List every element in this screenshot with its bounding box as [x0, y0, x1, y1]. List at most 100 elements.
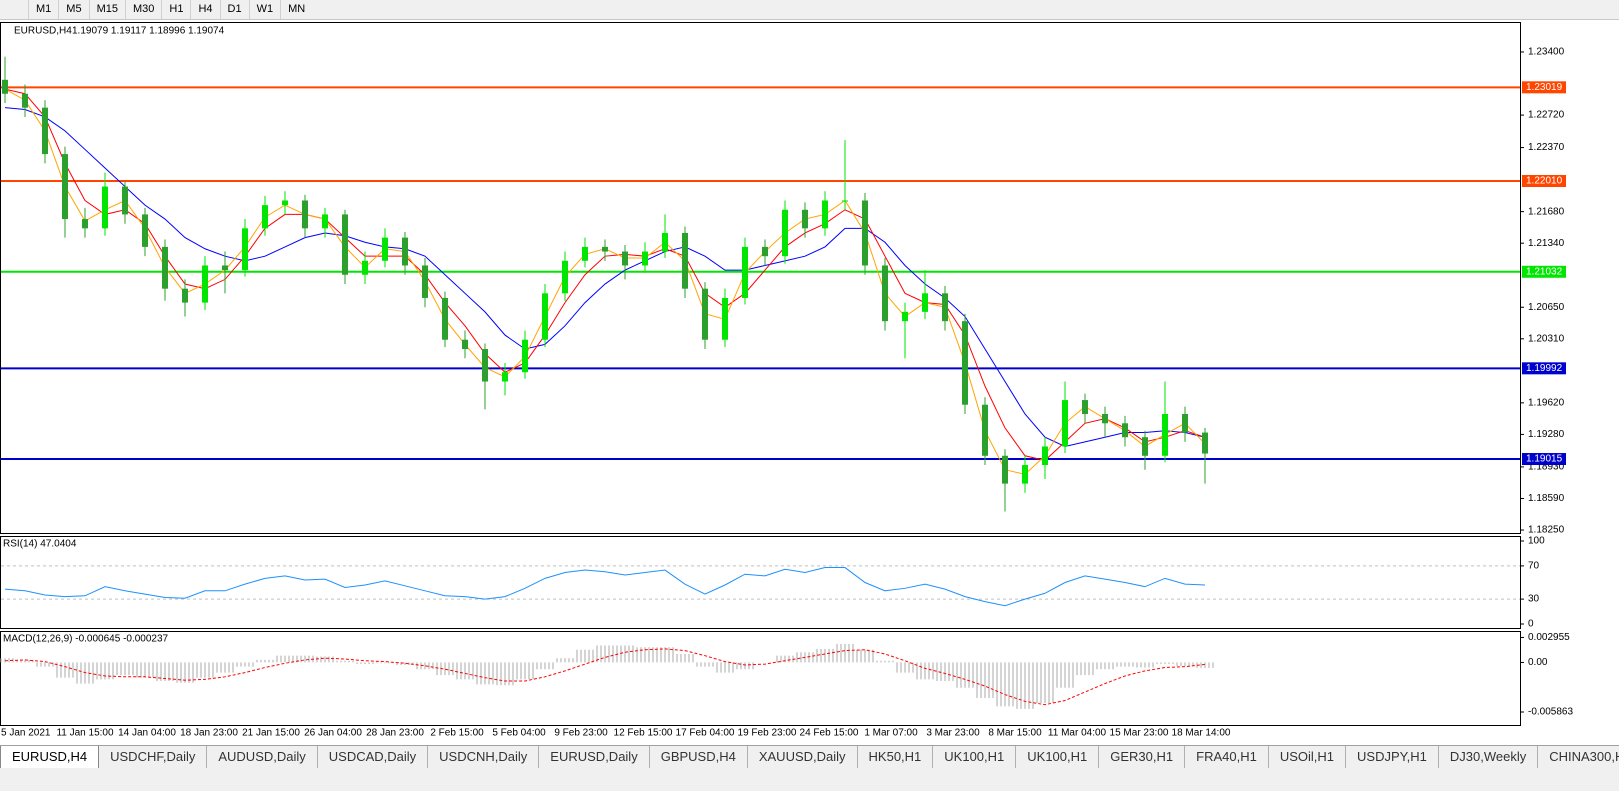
candle-body — [1142, 437, 1148, 456]
y-tick-label: -0.005863 — [1528, 707, 1573, 718]
chart-tab[interactable]: DJ30,Weekly — [1439, 746, 1539, 769]
chart-tab[interactable]: GER30,H1 — [1099, 746, 1186, 769]
chart-tab[interactable]: EURUSD,Daily — [539, 746, 650, 769]
level-box — [1522, 81, 1566, 94]
candle-body — [882, 265, 888, 322]
x-tick-label: 15 Mar 23:00 — [1110, 728, 1169, 739]
x-tick-label: 18 Mar 14:00 — [1172, 728, 1231, 739]
candle-body — [122, 186, 128, 215]
y-tick-label: 30 — [1528, 594, 1540, 605]
candle-body — [442, 297, 448, 340]
timeframe-button[interactable]: M1 — [28, 0, 58, 19]
candle-body — [402, 237, 408, 266]
x-tick-label: 21 Jan 15:00 — [242, 728, 300, 739]
chart-tab[interactable]: GBPUSD,H4 — [650, 746, 748, 769]
timeframe-button[interactable]: H4 — [190, 0, 219, 19]
candle-body — [1002, 455, 1008, 484]
candle-body — [662, 232, 668, 252]
timeframe-button[interactable]: D1 — [219, 0, 249, 19]
chart-tab[interactable]: XAUUSD,Daily — [748, 746, 858, 769]
candle-body — [862, 200, 868, 266]
x-tick-label: 3 Mar 23:00 — [926, 728, 980, 739]
candle-body — [842, 200, 848, 202]
x-tick-label: 5 Feb 04:00 — [492, 728, 546, 739]
candle-body — [1122, 423, 1128, 438]
chart-tab[interactable]: EURUSD,H4 — [0, 746, 100, 769]
x-tick-label: 9 Feb 23:00 — [554, 728, 608, 739]
level-label: 1.22010 — [1526, 176, 1563, 187]
candle-body — [1162, 413, 1168, 456]
x-tick-label: 1 Mar 07:00 — [864, 728, 918, 739]
candle-body — [142, 214, 148, 247]
candle-body — [682, 232, 688, 289]
timeframe-button[interactable]: M5 — [58, 0, 88, 19]
candle-body — [222, 265, 228, 271]
chart-tabs: EURUSD,H4 USDCHF,Daily AUDUSD,Daily USDCAD,… — [0, 745, 1619, 769]
candle-body — [502, 372, 508, 382]
chart-tab[interactable]: USOil,H1 — [1269, 746, 1347, 769]
candle-body — [282, 200, 288, 206]
candle-body — [562, 260, 568, 294]
chart-tab[interactable]: HK50,H1 — [858, 746, 934, 769]
candle-body — [1102, 413, 1108, 424]
chart-tab[interactable]: USDJPY,H1 — [1346, 746, 1439, 769]
candle-body — [942, 293, 948, 322]
candle-body — [782, 209, 788, 257]
chart-tab[interactable]: AUDUSD,Daily — [207, 746, 318, 769]
x-tick-label: 26 Jan 04:00 — [304, 728, 362, 739]
status-bar — [0, 768, 1619, 791]
timeframe-button[interactable]: H1 — [161, 0, 190, 19]
chart-tab[interactable]: UK100,H1 — [933, 746, 1017, 769]
chart-tab[interactable]: USDCNH,Daily — [428, 746, 540, 769]
timeframe-button[interactable]: M15 — [88, 0, 125, 19]
candle-body — [422, 265, 428, 298]
candle-body — [342, 214, 348, 275]
candle-body — [62, 154, 68, 220]
candle-body — [962, 321, 968, 405]
candle-body — [42, 107, 48, 155]
candle-body — [1022, 465, 1028, 484]
macd-panel — [0, 631, 1521, 726]
x-tick-label: 11 Jan 15:00 — [56, 728, 114, 739]
y-tick-label: 100 — [1528, 536, 1545, 547]
rsi-panel — [0, 536, 1521, 629]
candle-body — [762, 246, 768, 257]
y-tick-label: 1.21680 — [1528, 206, 1565, 217]
candle-body — [922, 293, 928, 312]
x-tick-label: 12 Feb 15:00 — [614, 728, 673, 739]
chart-tab[interactable]: USDCAD,Daily — [318, 746, 429, 769]
level-box — [1522, 174, 1566, 187]
candle-body — [802, 209, 808, 229]
moving-average — [4, 107, 1206, 448]
candle-body — [542, 293, 548, 340]
candle-body — [2, 79, 8, 94]
y-tick-label: 1.18590 — [1528, 493, 1565, 504]
candle-body — [162, 246, 168, 289]
y-tick-label: 0 — [1528, 619, 1534, 630]
chart-tab[interactable]: FRA40,H1 — [1185, 746, 1269, 769]
symbol-header: EURUSD,H4 — [14, 26, 72, 37]
candle-body — [742, 246, 748, 298]
x-tick-label: 8 Mar 15:00 — [988, 728, 1042, 739]
x-tick-label: 5 Jan 2021 — [1, 728, 51, 739]
chart-tab[interactable]: UK100,H1 — [1016, 746, 1100, 769]
candle-body — [82, 219, 88, 229]
y-tick-label: 70 — [1528, 561, 1540, 572]
candle-body — [1062, 400, 1068, 447]
timeframe-button[interactable]: MN — [280, 0, 312, 19]
candle-body — [822, 200, 828, 229]
x-tick-label: 2 Feb 15:00 — [430, 728, 484, 739]
chart-tab[interactable]: CHINA300,H1 — [1538, 746, 1619, 769]
level-box — [1522, 453, 1566, 466]
candle-body — [202, 265, 208, 303]
main-panel — [0, 22, 1521, 534]
timeframe-button[interactable]: W1 — [248, 0, 281, 19]
timeframe-button[interactable]: M30 — [124, 0, 161, 19]
chart-tab[interactable]: USDCHF,Daily — [99, 746, 208, 769]
y-tick-label: 1.21340 — [1528, 238, 1565, 249]
candle-body — [102, 186, 108, 229]
candle-body — [22, 93, 28, 108]
indicator-header: MACD(12,26,9) -0.000645 -0.000237 — [3, 634, 169, 645]
y-tick-label: 1.19620 — [1528, 397, 1565, 408]
candle-body — [302, 200, 308, 229]
